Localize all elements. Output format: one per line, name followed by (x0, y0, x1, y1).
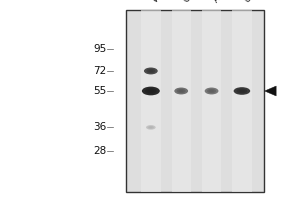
Text: A549: A549 (212, 0, 233, 4)
Ellipse shape (179, 90, 184, 92)
Text: 55: 55 (93, 86, 106, 96)
Ellipse shape (209, 90, 214, 92)
Ellipse shape (236, 89, 247, 93)
Ellipse shape (142, 87, 160, 95)
Bar (141, 10, 160, 192)
Text: CHO: CHO (181, 0, 201, 4)
Ellipse shape (239, 90, 245, 92)
Polygon shape (265, 86, 276, 96)
Bar (172, 10, 191, 192)
Text: U251: U251 (242, 0, 264, 4)
Ellipse shape (234, 87, 250, 95)
Ellipse shape (148, 70, 153, 72)
Ellipse shape (144, 68, 158, 74)
Text: 28: 28 (93, 146, 106, 156)
Ellipse shape (148, 89, 154, 93)
Text: 72: 72 (93, 66, 106, 76)
Ellipse shape (205, 88, 218, 94)
Ellipse shape (146, 125, 156, 130)
Text: WiDr: WiDr (151, 0, 172, 4)
Text: 95: 95 (93, 44, 106, 54)
Ellipse shape (145, 88, 157, 94)
Ellipse shape (149, 127, 152, 128)
Bar (202, 10, 221, 192)
Bar (232, 10, 252, 192)
Ellipse shape (177, 89, 186, 93)
Ellipse shape (148, 126, 154, 129)
Text: 36: 36 (93, 122, 106, 132)
Ellipse shape (174, 88, 188, 94)
Bar (126, 10, 264, 192)
Ellipse shape (146, 69, 155, 73)
Ellipse shape (207, 89, 216, 93)
